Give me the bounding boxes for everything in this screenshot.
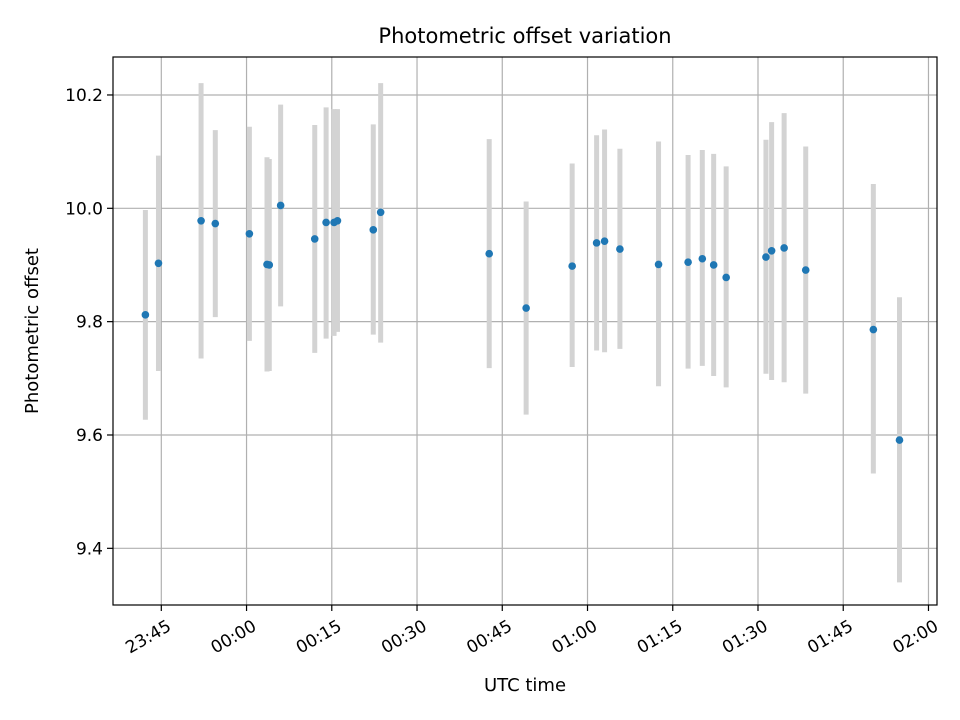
data-point	[684, 258, 692, 266]
y-tick-label: 9.8	[76, 313, 103, 333]
data-point	[600, 237, 609, 245]
x-axis-label: UTC time	[484, 675, 566, 696]
data-point	[141, 311, 150, 319]
data-point	[801, 266, 810, 274]
chart-title: Photometric offset variation	[378, 24, 671, 48]
data-point	[568, 262, 576, 270]
data-point	[616, 245, 624, 253]
data-point	[709, 261, 718, 269]
data-point	[592, 239, 601, 247]
data-point	[322, 218, 330, 227]
data-point	[265, 261, 274, 269]
data-point	[154, 259, 163, 268]
data-point	[310, 235, 319, 243]
y-tick-label: 9.4	[76, 539, 103, 559]
data-point	[485, 249, 493, 258]
data-point	[333, 216, 342, 225]
data-point	[869, 325, 878, 334]
data-point	[780, 244, 788, 252]
data-point	[767, 247, 776, 255]
data-point	[895, 436, 904, 444]
data-point	[376, 208, 385, 217]
plot-frame	[112, 56, 938, 606]
data-point	[654, 260, 663, 269]
y-tick-label: 9.6	[76, 426, 103, 446]
y-axis-label: Photometric offset	[22, 248, 43, 414]
data-points	[141, 201, 904, 444]
y-tick-label: 10.0	[65, 199, 103, 219]
data-point	[522, 304, 530, 312]
data-point	[369, 226, 378, 234]
data-point	[197, 216, 205, 225]
data-point	[245, 230, 254, 238]
y-tick-label: 10.2	[65, 86, 103, 106]
data-point	[276, 201, 285, 210]
y-axis: 9.4 9.6 9.8 10.0 10.2	[65, 86, 113, 559]
data-point	[722, 273, 730, 282]
data-point	[211, 219, 220, 228]
data-point	[698, 254, 707, 263]
data-point	[762, 253, 770, 261]
